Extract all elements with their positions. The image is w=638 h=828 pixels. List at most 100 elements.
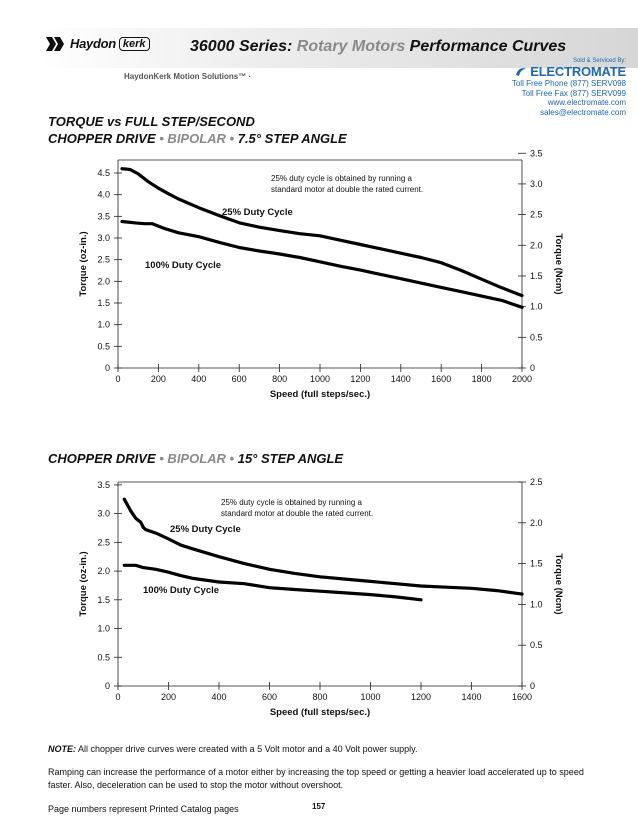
y-tick-label-left: 4.5 [97,168,110,178]
y-tick-label-right: 1.0 [530,599,543,609]
x-tick-label: 800 [312,692,327,702]
y-tick-label-left: 2.0 [97,276,110,286]
section-heading-1-c: 7.5° STEP ANGLE [237,131,347,146]
ramping-paragraph: Ramping can increase the performance of … [48,767,584,790]
dealer-fax: Toll Free Fax (877) SERV099 [521,88,626,98]
header-band [40,28,638,68]
dealer-phone: Toll Free Phone (877) SERV098 [511,79,626,88]
x-tick-label: 800 [272,374,287,384]
logo-text: Haydon [70,36,116,51]
y-tick-label-left: 0.5 [97,341,110,351]
chart-annotation-line2: standard motor at double the rated curre… [271,185,423,194]
x-tick-label: 1000 [310,374,330,384]
x-tick-label: 0 [115,374,120,384]
x-tick-label: 600 [232,374,247,384]
series-line-duty-100 [120,219,524,309]
logo-kerk: kerk [118,36,150,51]
x-tick-label: 200 [151,374,166,384]
x-tick-label: 1000 [360,692,380,702]
x-tick-label: 1600 [512,692,532,702]
y-tick-label-right: 0 [530,363,535,373]
series-line-duty-100 [122,563,423,602]
series-line-duty-25 [120,167,524,298]
y-tick-label-right: 2.5 [530,210,543,220]
y-tick-label-left: 1.5 [97,595,110,605]
section-heading-1-line1: TORQUE vs FULL STEP/SECOND [48,114,255,129]
y-tick-label-right: 0.5 [530,640,543,650]
y-tick-label-left: 0 [105,681,110,691]
y-tick-label-left: 1.5 [97,298,110,308]
y-tick-label-left: 4.0 [97,190,110,200]
y-tick-label-right: 3.0 [530,179,543,189]
series-line-duty-25 [122,497,524,596]
section-heading-2-c: 15° STEP ANGLE [237,451,344,466]
series-title-b: Rotary Motors [296,38,406,55]
company-logo: Haydon kerk [46,36,150,51]
series-label-duty-100: 100% Duty Cycle [145,260,221,271]
section-heading-2: CHOPPER DRIVE • BIPOLAR • 15° STEP ANGLE [48,451,343,466]
x-tick-label: 400 [191,374,206,384]
y-tick-label-left: 1.0 [97,624,110,634]
y-tick-label-right: 2.0 [530,518,543,528]
y-tick-label-right: 0 [530,681,535,691]
x-tick-label: 1400 [391,374,411,384]
section-heading-1-a: CHOPPER DRIVE [48,131,156,146]
section-heading-1-b: • BIPOLAR • [159,131,235,146]
series-title-a: 36000 Series: [190,38,293,55]
dealer-email-link[interactable]: sales@electromate.com [540,107,626,117]
y-tick-label-right: 2.5 [530,477,543,487]
section-heading-2-b: • BIPOLAR • [159,451,235,466]
x-tick-label: 1200 [411,692,431,702]
note-paragraph: NOTE: All chopper drive curves were crea… [48,743,608,756]
dealer-brand: ELECTROMATE [512,64,626,79]
y-axis-label-right: Torque (Ncm) [553,553,564,614]
x-tick-label: 1200 [350,374,370,384]
x-tick-label: 0 [115,692,120,702]
x-tick-label: 600 [262,692,277,702]
y-tick-label-right: 0.5 [530,332,543,342]
x-tick-label: 200 [161,692,176,702]
chart-annotation-line1: 25% duty cycle is obtained by running a [271,174,413,183]
dealer-sold-by: Sold & Serviced By: [572,58,626,64]
y-tick-label-left: 2.5 [97,537,110,547]
section-heading-1-line2: CHOPPER DRIVE • BIPOLAR • 7.5° STEP ANGL… [48,131,347,146]
y-axis-label-left: Torque (oz-in.) [78,551,89,616]
note-label: NOTE: [48,744,76,754]
y-tick-label-left: 3.0 [97,233,110,243]
y-tick-label-left: 3.5 [97,211,110,221]
y-tick-label-left: 3.0 [97,509,110,519]
x-axis-label: Speed (full steps/sec.) [270,389,370,400]
electromate-swoosh-icon [516,67,527,76]
x-tick-label: 400 [211,692,226,702]
section-heading-2-a: CHOPPER DRIVE [48,451,156,466]
note-text: All chopper drive curves were created wi… [76,744,418,754]
haydon-logo-icon [46,36,64,51]
dealer-brand-name: ELECTROMATE [530,64,626,79]
page-number: 157 [312,802,326,811]
y-axis-label-left: Torque (oz-in.) [78,231,89,296]
y-tick-label-left: 1.0 [97,320,110,330]
series-title: 36000 Series: Rotary Motors Performance … [190,38,566,56]
x-tick-label: 1800 [472,374,492,384]
sub-brand: HaydonKerk Motion Solutions™ · [124,72,252,81]
y-tick-label-left: 2.0 [97,566,110,576]
chart-annotation-line2: standard motor at double the rated curre… [221,509,373,518]
dealer-web-link[interactable]: www.electromate.com [547,98,626,107]
series-label-duty-25: 25% Duty Cycle [170,524,241,535]
y-tick-label-right: 2.0 [530,240,543,250]
chart-annotation-line1: 25% duty cycle is obtained by running a [221,498,363,507]
dealer-block: Sold & Serviced By: ELECTROMATE Toll Fre… [512,58,626,117]
series-label-duty-100: 100% Duty Cycle [143,585,219,596]
series-title-c: Performance Curves [409,38,567,55]
y-tick-label-right: 1.5 [530,559,543,569]
y-tick-label-left: 0.5 [97,652,110,662]
x-tick-label: 2000 [512,374,532,384]
series-label-duty-25: 25% Duty Cycle [222,207,293,218]
y-tick-label-right: 1.5 [530,271,543,281]
y-tick-label-right: 1.0 [530,302,543,312]
y-tick-label-left: 0 [105,363,110,373]
x-tick-label: 1400 [461,692,481,702]
y-tick-label-left: 3.5 [97,480,110,490]
y-axis-label-right: Torque (Ncm) [553,233,564,294]
